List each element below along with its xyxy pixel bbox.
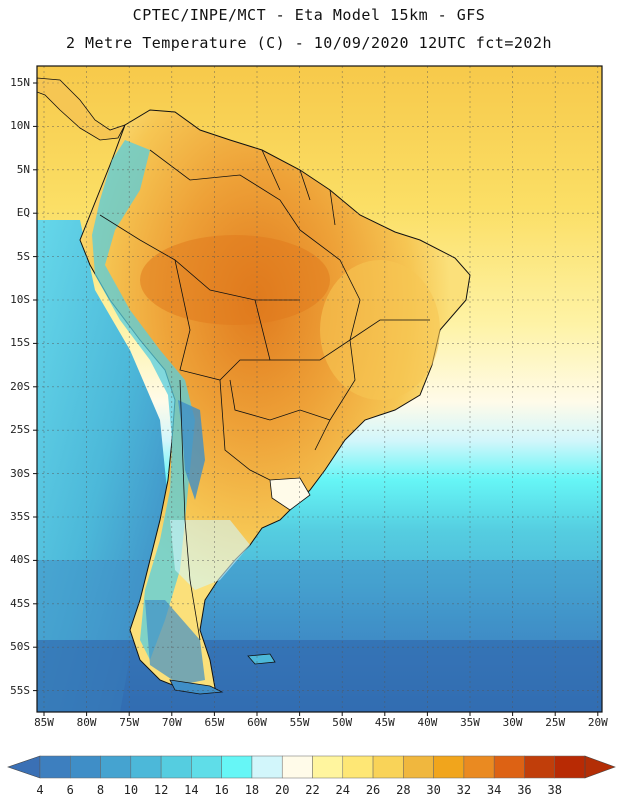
colorbar-label: 32 — [456, 783, 472, 797]
colorbar-label: 26 — [365, 783, 381, 797]
country-borders — [99, 149, 430, 641]
patagonia-cool-zone — [170, 520, 250, 590]
lon-label: 50W — [332, 716, 353, 729]
lat-label: 15N — [10, 76, 30, 89]
colorbar-swatch — [70, 755, 101, 779]
lat-label: 25S — [10, 423, 30, 437]
colorbar-swatch — [524, 755, 555, 779]
graticule — [37, 66, 602, 712]
colorbar-swatch — [312, 755, 344, 779]
lat-label: 50S — [10, 640, 30, 654]
uruguay-region — [269, 477, 311, 511]
colorbar-swatch — [221, 755, 253, 779]
lat-label: 55S — [10, 683, 30, 697]
lon-label: 35W — [460, 716, 480, 729]
colorbar-label: 20 — [274, 783, 290, 797]
colorbar-over-arrow — [584, 755, 616, 779]
lon-label: 70W — [161, 716, 182, 729]
lon-label: 55W — [289, 716, 310, 729]
lat-label: 20S — [10, 379, 30, 393]
lon-label: 25W — [545, 716, 566, 729]
lon-label: 45W — [374, 716, 395, 729]
colorbar-label: 34 — [486, 783, 502, 797]
lon-label: 30W — [502, 716, 523, 729]
lat-label: EQ — [16, 206, 30, 220]
lat-label: 30S — [10, 466, 30, 480]
lon-label: 65W — [204, 716, 225, 729]
colorbar-swatch — [433, 755, 465, 779]
central-america-land — [37, 77, 126, 141]
colorbar-swatch — [493, 755, 525, 779]
colorbar-swatch — [342, 755, 374, 779]
colorbar-swatch — [554, 755, 586, 779]
lon-label: 75W — [119, 716, 140, 729]
lon-label: 40W — [417, 716, 438, 729]
lon-label: 60W — [247, 716, 267, 729]
colorbar-label: 22 — [305, 783, 320, 797]
colorbar-label: 28 — [396, 783, 411, 797]
hot-core-zone — [140, 235, 330, 325]
lon-label: 80W — [76, 716, 97, 729]
lat-label: 35S — [10, 510, 30, 523]
map-title: CPTEC/INPE/MCT - Eta Model 15km - GFS — [132, 6, 486, 24]
colorbar-label: 6 — [66, 783, 74, 797]
colorbar-swatch — [191, 755, 222, 779]
lat-label: 45S — [10, 596, 30, 610]
polar-ocean-field — [37, 640, 602, 712]
colorbar-label: 10 — [123, 783, 139, 797]
andes-high-zone — [178, 400, 205, 500]
lat-label: 10S — [10, 293, 30, 306]
colorbar-label: 16 — [214, 783, 229, 797]
colorbar-label: 4 — [36, 783, 44, 797]
falklands-island — [247, 653, 276, 665]
colorbar-swatch — [251, 755, 283, 779]
colorbar-under-arrow — [7, 755, 41, 779]
colorbar-label: 24 — [335, 783, 350, 797]
colorbar-swatch — [100, 755, 132, 779]
lat-label: 15S — [10, 336, 30, 350]
colorbar-label: 36 — [517, 783, 532, 797]
andes-cold-zone — [92, 140, 195, 660]
colorbar-label: 14 — [184, 783, 199, 797]
colorbar-swatch — [372, 755, 404, 779]
colorbar-swatch — [281, 755, 313, 779]
colorbar — [7, 755, 616, 779]
lat-label: 40S — [10, 553, 30, 567]
lon-label: 85W — [34, 716, 54, 729]
colorbar-label: 18 — [244, 783, 260, 797]
colorbar-swatch — [130, 755, 162, 779]
colorbar-swatch — [160, 755, 192, 779]
colorbar-label: 12 — [153, 783, 169, 797]
colorbar-label: 38 — [547, 783, 562, 797]
lat-label: 10N — [10, 119, 30, 133]
map-subtitle: 2 Metre Temperature (C) - 10/09/2020 12U… — [65, 34, 553, 52]
map-border — [36, 65, 603, 713]
patagonia-cold-zone — [145, 600, 205, 685]
lat-label: 5S — [16, 249, 30, 263]
lat-label: 5N — [16, 162, 30, 176]
colorbar-swatch — [403, 755, 434, 779]
colorbar-swatch — [463, 755, 495, 779]
axis-ticks — [33, 82, 599, 716]
colorbar-label: 30 — [426, 783, 441, 797]
northeast-warm-zone — [320, 260, 440, 400]
colorbar-label: 8 — [96, 783, 105, 797]
lon-label: 20W — [587, 716, 608, 729]
colorbar-swatch — [39, 755, 71, 779]
